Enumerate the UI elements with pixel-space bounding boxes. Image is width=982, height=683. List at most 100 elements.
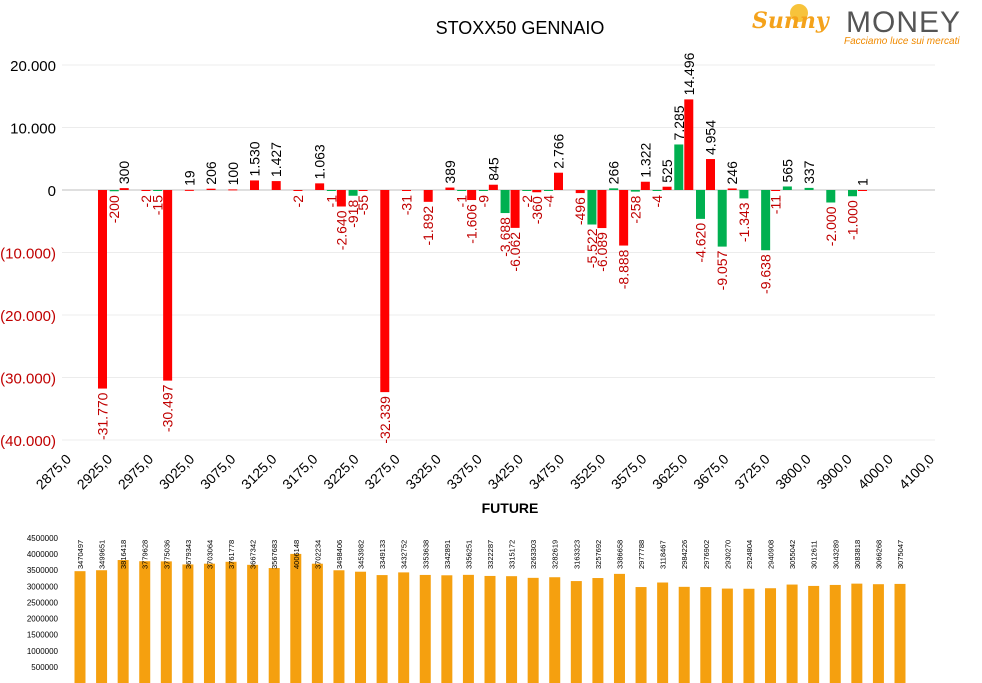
future-bar [549,577,561,683]
red-bar [706,159,715,190]
future-bar [592,578,604,683]
logo-word-text: MONEY [846,6,962,39]
y-tick-label: 3500000 [27,566,59,575]
green-bar [609,188,619,190]
future-data-label: 3322287 [486,540,495,569]
future-bar [311,563,323,683]
x-tick-label: 3525,0 [567,451,609,493]
red-bar [597,190,607,229]
chart-title: STOXX50 GENNAIO [435,18,605,38]
future-bar [225,561,237,683]
future-data-label: 3761778 [227,540,236,569]
future-data-label: 3043289 [831,540,840,569]
red-bar [575,190,585,194]
x-tick-label: 2925,0 [74,451,116,493]
x-tick-label: 3075,0 [197,451,239,493]
y-tick-label: 2500000 [27,598,59,607]
x-tick-label: 3425,0 [485,451,527,493]
green-bar [782,186,792,190]
future-chart-title: FUTURE [481,500,539,516]
x-tick-label: 3625,0 [649,451,691,493]
x-tick-label: 3675,0 [690,451,732,493]
future-bar [462,574,474,683]
data-label: -1.343 [736,202,752,242]
future-bar [268,568,280,683]
future-data-label: 3342891 [443,540,452,569]
red-bar [98,190,107,389]
data-label: -1 [323,195,339,208]
red-bar [684,99,694,190]
y-tick-label: (10.000) [0,246,56,263]
future-data-label: 3055042 [788,540,797,569]
data-label: 337 [801,160,817,184]
data-label: -258 [627,195,643,223]
red-bar [163,190,173,381]
data-label: -30.497 [160,384,176,432]
red-bar [488,184,498,190]
green-bar [457,190,467,191]
red-bar [771,190,781,191]
red-bar [619,190,629,246]
future-data-label: 3470497 [76,540,85,569]
data-label: -1.892 [420,206,436,246]
future-bar [872,584,884,683]
future-bar [786,584,798,683]
red-bar [358,190,368,191]
future-data-label: 3263303 [529,540,538,569]
future-data-label: 3667342 [249,540,258,569]
future-bar [247,564,259,683]
data-label: -2 [138,195,154,208]
green-bar [587,190,597,225]
y-tick-label: 20.000 [10,58,56,75]
data-label: -9 [475,195,491,208]
sun-icon [790,4,808,22]
data-label: -2.000 [823,206,839,246]
red-bar [271,181,281,190]
data-label: 206 [203,161,219,185]
red-bar [402,190,411,191]
green-bar [500,190,510,214]
green-bar [544,190,553,191]
y-tick-label: (30.000) [0,371,56,388]
data-label: 1.322 [637,142,653,177]
green-bar [804,187,814,190]
x-tick-label: 3800,0 [772,451,814,493]
future-bar [203,563,215,683]
red-bar [250,180,259,190]
data-label: -11 [768,195,784,214]
future-bar [117,560,129,683]
future-data-label: 3315172 [508,540,517,569]
red-bar [662,186,672,190]
red-bar [858,189,867,191]
future-data-label: 3432752 [400,540,409,569]
future-bar [506,576,518,683]
future-data-label: 3012611 [810,540,819,569]
x-tick-label: 3475,0 [526,451,568,493]
future-bar [570,581,582,683]
red-bar [206,188,216,190]
future-data-label: 3075047 [896,540,905,569]
future-data-label: 3499651 [98,540,107,569]
future-bar [765,588,777,683]
future-data-label: 2976902 [702,540,711,569]
future-bar [635,587,647,683]
y-tick-label: 1000000 [27,647,59,656]
y-tick-label: (40.000) [0,433,56,450]
future-data-label: 3083818 [853,540,862,569]
data-label: 1.063 [312,144,328,179]
logo-script-text: Sunny [752,8,829,34]
red-bar [467,190,477,201]
future-bar [808,585,820,683]
future-data-label: 3679343 [184,540,193,569]
future-data-label: 3282619 [551,540,560,569]
future-bar [527,577,539,683]
green-bar [348,190,358,196]
data-label: 1.530 [247,141,263,176]
future-bar [74,571,86,683]
green-bar [522,190,532,191]
sunny-money-logo: Sunny MONEY Facciamo luce sui mercati [752,4,974,50]
data-label: -1.606 [464,204,480,244]
x-tick-label: 2975,0 [115,451,157,493]
y-tick-label: (20.000) [0,308,56,325]
data-label: 1.427 [268,142,284,177]
